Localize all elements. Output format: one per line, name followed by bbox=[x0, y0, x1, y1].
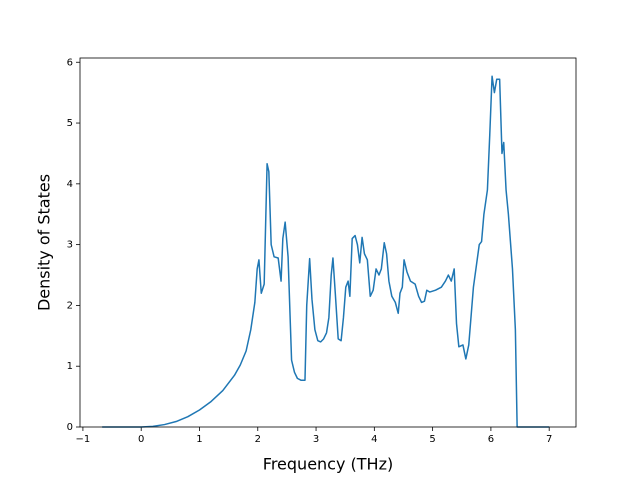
y-tick-label: 1 bbox=[67, 361, 73, 372]
x-tick-label: 0 bbox=[138, 434, 144, 445]
x-tick-label: 7 bbox=[546, 434, 552, 445]
y-tick-label: 4 bbox=[67, 179, 73, 190]
y-tick-label: 2 bbox=[67, 300, 73, 311]
y-tick-label: 0 bbox=[67, 422, 73, 433]
y-axis-label: Density of States bbox=[35, 174, 54, 311]
x-tick-label: 5 bbox=[429, 434, 435, 445]
x-tick-label: −1 bbox=[76, 434, 91, 445]
y-tick-label: 6 bbox=[67, 57, 73, 68]
y-tick-label: 5 bbox=[67, 118, 73, 129]
x-axis-label: Frequency (THz) bbox=[263, 455, 393, 474]
plot-frame bbox=[79, 57, 577, 428]
y-tick-label: 3 bbox=[67, 240, 73, 251]
dos-line bbox=[102, 75, 550, 428]
x-tick-label: 6 bbox=[488, 434, 494, 445]
x-tick-label: 1 bbox=[196, 434, 202, 445]
x-tick-label: 4 bbox=[371, 434, 377, 445]
x-tick-label: 3 bbox=[313, 434, 319, 445]
x-tick-label: 2 bbox=[255, 434, 261, 445]
